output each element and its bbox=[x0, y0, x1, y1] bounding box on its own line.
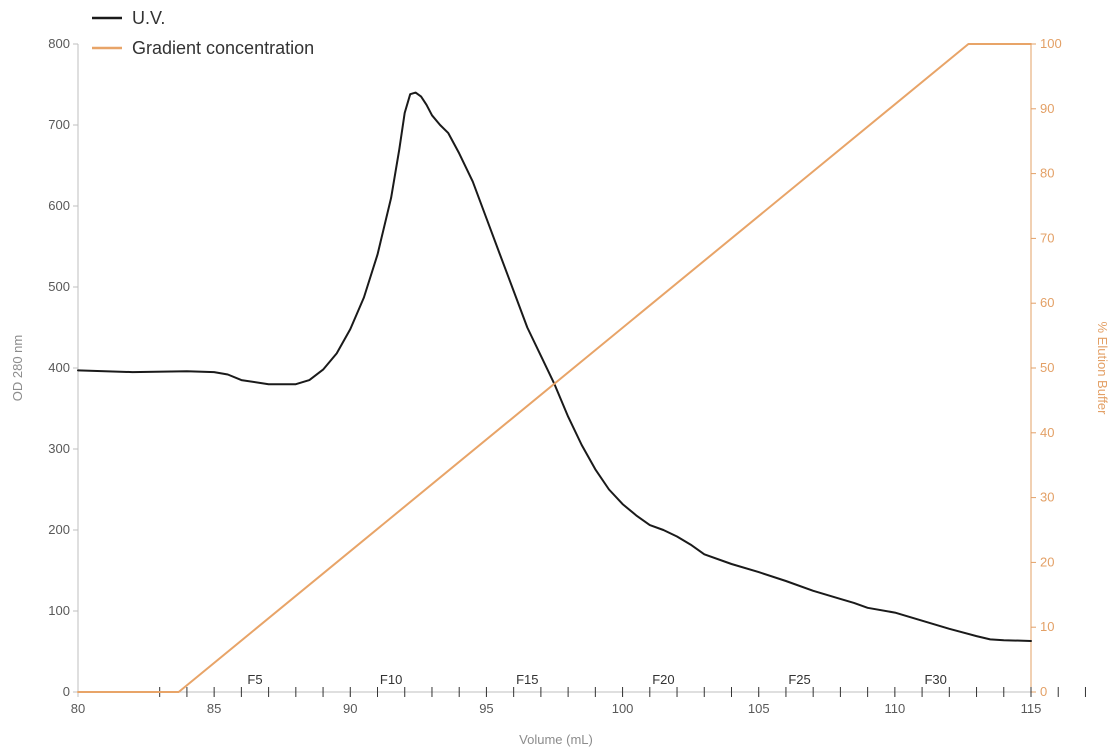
y-tick-label-right: 50 bbox=[1040, 360, 1054, 375]
legend-label: Gradient concentration bbox=[132, 38, 314, 58]
fraction-label: F10 bbox=[380, 672, 402, 687]
y-tick-label-left: 0 bbox=[63, 684, 70, 699]
fraction-label: F15 bbox=[516, 672, 538, 687]
y-tick-label-left: 600 bbox=[48, 198, 70, 213]
y-tick-label-left: 800 bbox=[48, 36, 70, 51]
fraction-markers: F5 F10 F15 F20 F25 F30 bbox=[159, 672, 1086, 697]
y-tick-label-right: 30 bbox=[1040, 490, 1054, 505]
uv-series-line bbox=[77, 91, 1032, 642]
fraction-label: F25 bbox=[788, 672, 810, 687]
series-lines bbox=[77, 43, 1032, 693]
y-tick-label-right: 100 bbox=[1040, 36, 1062, 51]
y-tick-label-right: 40 bbox=[1040, 425, 1054, 440]
y-tick-label-right: 0 bbox=[1040, 684, 1047, 699]
tick-labels: 0 100 200 300 400 500 600 700 800 0 10 20 30 40 50 60 70… bbox=[48, 36, 1061, 716]
y-tick-label-left: 300 bbox=[48, 441, 70, 456]
fraction-label: F20 bbox=[652, 672, 674, 687]
x-tick-label: 105 bbox=[748, 701, 770, 716]
y-tick-label-left: 700 bbox=[48, 117, 70, 132]
y-tick-label-left: 400 bbox=[48, 360, 70, 375]
y-tick-label-right: 80 bbox=[1040, 166, 1054, 181]
y-axis-title-right: % Elution Buffer bbox=[1095, 322, 1109, 416]
x-tick-label: 115 bbox=[1021, 701, 1042, 716]
x-tick-label: 110 bbox=[884, 701, 905, 716]
axes bbox=[73, 43, 1036, 697]
fraction-label: F30 bbox=[924, 672, 946, 687]
y-tick-label-left: 100 bbox=[48, 603, 70, 618]
y-tick-label-right: 60 bbox=[1040, 295, 1054, 310]
x-tick-label: 80 bbox=[71, 701, 85, 716]
y-tick-label-left: 200 bbox=[48, 522, 70, 537]
y-tick-label-right: 20 bbox=[1040, 554, 1054, 569]
x-tick-label: 90 bbox=[343, 701, 357, 716]
y-axis-title-left: OD 280 nm bbox=[10, 335, 25, 401]
x-tick-label: 100 bbox=[612, 701, 634, 716]
y-tick-label-right: 10 bbox=[1040, 619, 1054, 634]
x-tick-label: 85 bbox=[207, 701, 221, 716]
x-tick-label: 95 bbox=[479, 701, 493, 716]
fraction-label: F5 bbox=[247, 672, 262, 687]
x-axis-title: Volume (mL) bbox=[519, 732, 593, 747]
y-tick-label-left: 500 bbox=[48, 279, 70, 294]
legend-label: U.V. bbox=[132, 8, 165, 28]
gradient-series-line bbox=[77, 43, 1032, 693]
y-tick-label-right: 90 bbox=[1040, 101, 1054, 116]
legend: U.V. Gradient concentration bbox=[92, 8, 314, 58]
y-tick-label-right: 70 bbox=[1040, 230, 1054, 245]
